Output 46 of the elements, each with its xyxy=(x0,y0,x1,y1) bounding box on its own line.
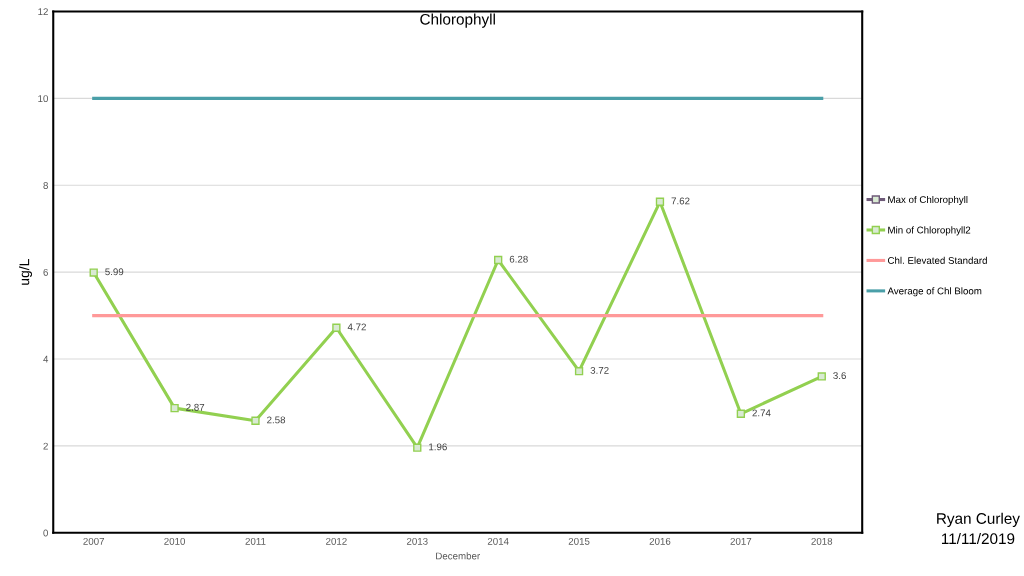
x-tick-label: 2013 xyxy=(406,537,428,545)
point xyxy=(494,255,503,265)
data-label: 2.58 xyxy=(267,416,286,424)
data-label: 3.72 xyxy=(590,366,609,374)
text: Ryan Curley xyxy=(937,512,1020,527)
x-tick-label: 2017 xyxy=(730,537,752,545)
point xyxy=(574,367,584,376)
point xyxy=(413,443,422,452)
point xyxy=(332,323,341,332)
legend-label: Average of Chl Bloom xyxy=(887,287,982,297)
y-tick-label: 8 xyxy=(43,182,48,189)
x-tick-label: 2011 xyxy=(245,537,266,545)
point xyxy=(89,268,98,277)
x-tick-label: 2015 xyxy=(568,537,590,545)
y-tick-label: 2 xyxy=(43,442,48,450)
chart-title: Chlorophyll xyxy=(420,13,495,28)
y-tick-label: 12 xyxy=(38,8,48,16)
x-tick-label: 2007 xyxy=(83,537,105,545)
x-tick-label: 2010 xyxy=(164,537,186,545)
point xyxy=(170,403,179,413)
data-label: 7.62 xyxy=(671,197,690,205)
data-label: 4.72 xyxy=(347,323,366,331)
y-tick-label: 0 xyxy=(43,529,49,537)
y-tick-label: 10 xyxy=(38,95,49,103)
text: 11/11/2019 xyxy=(941,532,1015,545)
legend-label: Chl. Elevated Standard xyxy=(887,256,987,264)
data-label: 5.99 xyxy=(105,268,124,276)
y-tick-label: 6 xyxy=(43,268,48,276)
point xyxy=(817,372,826,381)
x-tick-label: 2014 xyxy=(487,537,509,545)
x-axis-title: December xyxy=(436,552,480,560)
y-tick-label: 4 xyxy=(43,355,49,363)
x-tick-label: 2012 xyxy=(326,537,347,545)
x-tick-label: 2018 xyxy=(811,537,833,545)
data-label: 6.28 xyxy=(509,255,528,263)
y-axis-title: ug/L xyxy=(19,259,33,285)
data-label: 3.6 xyxy=(833,372,846,380)
point xyxy=(736,409,746,418)
data-label: 2.87 xyxy=(186,403,205,411)
point xyxy=(251,416,260,425)
legend-label: Max of Chlorophyll xyxy=(888,195,968,205)
x-tick-label: 2016 xyxy=(649,537,671,545)
data-label: 2.74 xyxy=(752,409,771,417)
legend-label: Min of Chlorophyll2 xyxy=(888,226,971,236)
data-label: 1.96 xyxy=(429,443,447,451)
point xyxy=(655,197,665,206)
